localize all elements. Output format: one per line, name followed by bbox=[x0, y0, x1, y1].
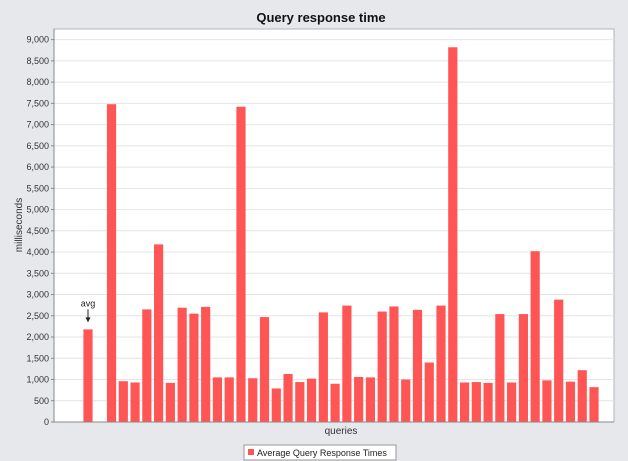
bar bbox=[365, 377, 376, 422]
bar bbox=[401, 379, 411, 422]
y-tick-label: 7,500 bbox=[26, 98, 49, 108]
bar bbox=[542, 380, 552, 422]
legend-swatch bbox=[248, 449, 254, 455]
bar bbox=[565, 381, 576, 422]
y-tick-label: 3,500 bbox=[26, 268, 49, 278]
bar bbox=[354, 376, 364, 422]
bar bbox=[436, 305, 446, 422]
annotation-label: avg bbox=[81, 298, 96, 308]
bar bbox=[306, 378, 317, 422]
bar bbox=[330, 383, 340, 422]
y-tick-label: 8,000 bbox=[26, 77, 49, 87]
bar bbox=[271, 388, 281, 422]
bar bbox=[577, 370, 587, 422]
y-tick-label: 500 bbox=[34, 396, 49, 406]
y-axis-title: milliseconds bbox=[14, 198, 25, 252]
y-tick-label: 2,000 bbox=[26, 332, 49, 342]
y-tick-label: 4,500 bbox=[26, 226, 49, 236]
y-tick-label: 4,000 bbox=[26, 247, 49, 257]
bar bbox=[377, 311, 387, 422]
bar bbox=[483, 382, 493, 422]
y-tick-label: 3,000 bbox=[26, 290, 49, 300]
y-tick-label: 7,000 bbox=[26, 120, 49, 130]
bar bbox=[495, 314, 505, 422]
y-tick-label: 8,500 bbox=[26, 56, 49, 66]
bar bbox=[201, 306, 211, 422]
y-tick-label: 2,500 bbox=[26, 311, 49, 321]
bar bbox=[554, 299, 564, 422]
bar bbox=[518, 314, 528, 422]
bar bbox=[212, 377, 223, 422]
bar bbox=[412, 309, 423, 422]
annotations: avg bbox=[81, 298, 96, 323]
y-tick-label: 9,000 bbox=[26, 35, 49, 45]
legend: Average Query Response Times bbox=[243, 444, 397, 461]
bar bbox=[236, 106, 246, 422]
y-tick-label: 0 bbox=[44, 417, 49, 427]
bar bbox=[259, 317, 270, 422]
bar bbox=[448, 47, 458, 423]
y-tick-label: 1,500 bbox=[26, 353, 49, 363]
bar bbox=[459, 382, 470, 422]
bar bbox=[589, 387, 599, 422]
chart-title: Query response time bbox=[256, 10, 385, 25]
bar bbox=[106, 104, 117, 422]
bar bbox=[118, 381, 128, 422]
bar bbox=[130, 382, 140, 422]
bar bbox=[471, 382, 481, 422]
bar bbox=[165, 382, 175, 422]
bar bbox=[295, 382, 305, 422]
y-tick-label: 6,500 bbox=[26, 141, 49, 151]
bars bbox=[83, 47, 599, 423]
y-axis-ticks: 0 500 1,000 1,500 2,000 2,500 3,000 3,500 4,000 4… bbox=[26, 35, 54, 427]
y-tick-label: 1,000 bbox=[26, 375, 49, 385]
bar bbox=[424, 362, 434, 422]
bar bbox=[283, 373, 293, 422]
legend-box bbox=[243, 444, 397, 461]
bar bbox=[142, 309, 152, 422]
annotation-arrowhead bbox=[85, 317, 91, 323]
bar bbox=[248, 378, 258, 422]
y-tick-label: 5,500 bbox=[26, 183, 49, 193]
bar bbox=[318, 312, 328, 422]
x-axis-title: queries bbox=[325, 426, 358, 437]
bar bbox=[154, 244, 164, 422]
grid-lines bbox=[54, 39, 614, 402]
bar bbox=[224, 377, 234, 422]
bar bbox=[507, 382, 517, 422]
bar bbox=[189, 313, 199, 422]
bar bbox=[389, 306, 399, 422]
bar bbox=[83, 329, 93, 422]
y-tick-label: 5,000 bbox=[26, 205, 49, 215]
legend-label: Average Query Response Times bbox=[257, 448, 387, 458]
y-tick-label: 6,000 bbox=[26, 162, 49, 172]
bar bbox=[530, 251, 540, 422]
bar bbox=[177, 307, 187, 422]
plot-area bbox=[53, 28, 615, 423]
bar bbox=[342, 305, 352, 422]
